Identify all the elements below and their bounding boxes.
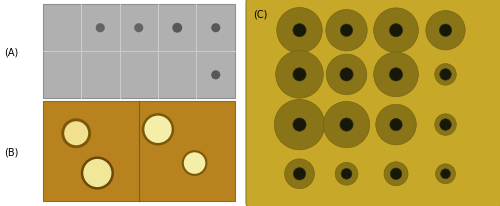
Text: (B): (B) [4, 146, 19, 156]
Circle shape [374, 9, 418, 53]
Circle shape [326, 11, 367, 52]
Circle shape [172, 24, 182, 34]
Circle shape [324, 102, 370, 148]
Bar [42, 102, 235, 201]
Circle shape [81, 157, 114, 190]
Text: (C): (C) [253, 9, 268, 19]
Circle shape [84, 159, 112, 187]
Circle shape [62, 119, 91, 149]
Circle shape [142, 114, 174, 146]
Circle shape [384, 162, 408, 186]
Circle shape [435, 64, 456, 86]
Circle shape [440, 69, 452, 81]
Circle shape [341, 169, 352, 179]
Circle shape [376, 105, 416, 145]
Circle shape [276, 8, 322, 54]
Circle shape [435, 114, 456, 136]
Circle shape [390, 68, 402, 82]
Circle shape [340, 118, 353, 132]
Circle shape [182, 151, 208, 176]
Circle shape [284, 159, 314, 189]
Circle shape [211, 71, 220, 80]
Circle shape [276, 51, 324, 99]
Circle shape [374, 53, 418, 97]
Circle shape [440, 169, 450, 179]
Circle shape [293, 25, 306, 38]
Circle shape [335, 163, 358, 185]
Circle shape [64, 122, 88, 146]
Circle shape [96, 24, 105, 33]
Circle shape [426, 12, 465, 51]
Circle shape [144, 116, 172, 143]
FancyBboxPatch shape [246, 0, 500, 206]
Circle shape [211, 24, 220, 33]
Circle shape [326, 55, 367, 95]
Bar [42, 5, 235, 99]
Circle shape [390, 168, 402, 180]
Circle shape [184, 153, 206, 174]
Circle shape [440, 119, 452, 131]
Circle shape [274, 100, 325, 150]
Circle shape [134, 24, 143, 33]
Circle shape [390, 25, 402, 38]
Circle shape [293, 68, 306, 82]
Circle shape [440, 25, 452, 37]
Circle shape [436, 164, 456, 184]
Text: (A): (A) [4, 47, 19, 57]
Circle shape [294, 168, 306, 180]
Circle shape [293, 118, 306, 132]
Circle shape [390, 119, 402, 131]
Circle shape [340, 68, 353, 82]
Circle shape [340, 25, 352, 37]
